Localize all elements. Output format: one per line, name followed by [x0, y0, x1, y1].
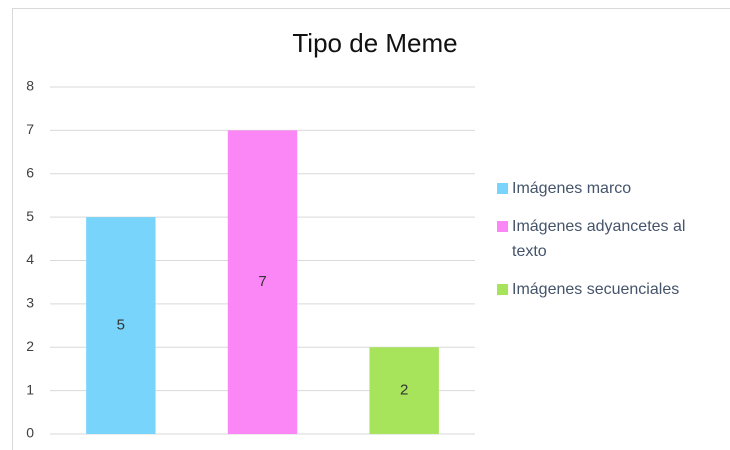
chart-title: Tipo de Meme [292, 28, 457, 58]
y-tick-label: 6 [26, 164, 34, 180]
y-tick-label: 7 [26, 121, 34, 137]
y-tick-label: 5 [26, 208, 34, 224]
y-tick-label: 2 [26, 338, 34, 354]
y-tick-label: 1 [26, 381, 34, 397]
y-tick-label: 8 [26, 78, 34, 94]
legend-item: Imágenes adyancetes al texto [497, 214, 722, 264]
legend-item: Imágenes marco [497, 176, 722, 201]
legend: Imágenes marco Imágenes adyancetes al tex… [497, 176, 722, 315]
legend-label: Imágenes adyancetes al texto [512, 218, 686, 260]
y-tick-label: 3 [26, 295, 34, 311]
bar [369, 347, 439, 434]
legend-swatch [497, 221, 508, 232]
legend-swatch [497, 183, 508, 194]
legend-swatch [497, 284, 508, 295]
chart-frame [12, 8, 730, 450]
bar [227, 130, 298, 434]
legend-label: Imágenes secuenciales [512, 281, 680, 298]
data-label: 5 [117, 317, 125, 334]
y-tick-label: 0 [26, 425, 34, 441]
data-label: 2 [400, 382, 408, 399]
y-tick-label: 4 [26, 251, 34, 267]
legend-item: Imágenes secuenciales [497, 277, 722, 302]
legend-label: Imágenes marco [512, 180, 632, 197]
data-label: 7 [258, 273, 266, 290]
bar [86, 217, 156, 434]
